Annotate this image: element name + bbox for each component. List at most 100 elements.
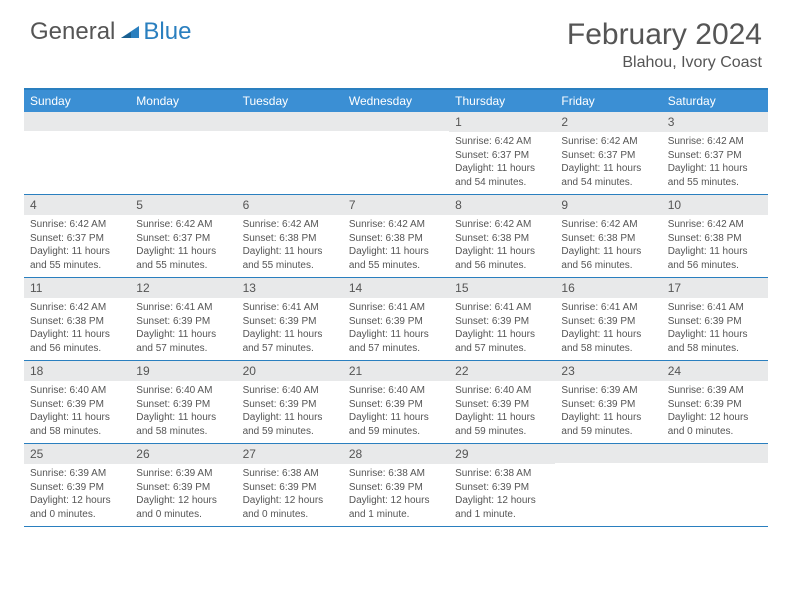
day-number: 7 (343, 195, 449, 215)
daylight-text: Daylight: 11 hours and 55 minutes. (136, 245, 230, 272)
day-cell (343, 112, 449, 194)
daylight-text: Daylight: 12 hours and 0 minutes. (30, 494, 124, 521)
sunrise-text: Sunrise: 6:39 AM (136, 467, 230, 481)
day-number: 11 (24, 278, 130, 298)
day-number: 24 (662, 361, 768, 381)
day-info: Sunrise: 6:38 AMSunset: 6:39 PMDaylight:… (449, 464, 555, 525)
daylight-text: Daylight: 12 hours and 0 minutes. (243, 494, 337, 521)
day-cell: 27Sunrise: 6:38 AMSunset: 6:39 PMDayligh… (237, 444, 343, 526)
day-cell (662, 444, 768, 526)
day-cell: 26Sunrise: 6:39 AMSunset: 6:39 PMDayligh… (130, 444, 236, 526)
daylight-text: Daylight: 11 hours and 57 minutes. (243, 328, 337, 355)
daylight-text: Daylight: 11 hours and 59 minutes. (455, 411, 549, 438)
empty-day-number (24, 112, 130, 131)
header: General Blue February 2024 Blahou, Ivory… (0, 0, 792, 80)
calendar: Sunday Monday Tuesday Wednesday Thursday… (24, 88, 768, 527)
day-cell: 7Sunrise: 6:42 AMSunset: 6:38 PMDaylight… (343, 195, 449, 277)
day-cell: 14Sunrise: 6:41 AMSunset: 6:39 PMDayligh… (343, 278, 449, 360)
day-cell: 28Sunrise: 6:38 AMSunset: 6:39 PMDayligh… (343, 444, 449, 526)
sunset-text: Sunset: 6:39 PM (243, 481, 337, 495)
day-cell: 6Sunrise: 6:42 AMSunset: 6:38 PMDaylight… (237, 195, 343, 277)
day-cell: 3Sunrise: 6:42 AMSunset: 6:37 PMDaylight… (662, 112, 768, 194)
day-number: 8 (449, 195, 555, 215)
day-cell: 21Sunrise: 6:40 AMSunset: 6:39 PMDayligh… (343, 361, 449, 443)
day-number: 1 (449, 112, 555, 132)
day-number: 26 (130, 444, 236, 464)
day-number: 18 (24, 361, 130, 381)
day-number: 4 (24, 195, 130, 215)
daylight-text: Daylight: 11 hours and 59 minutes. (243, 411, 337, 438)
day-info: Sunrise: 6:42 AMSunset: 6:38 PMDaylight:… (237, 215, 343, 276)
week-row: 11Sunrise: 6:42 AMSunset: 6:38 PMDayligh… (24, 278, 768, 361)
day-cell (555, 444, 661, 526)
logo-text-general: General (30, 18, 115, 46)
day-number: 9 (555, 195, 661, 215)
daylight-text: Daylight: 12 hours and 0 minutes. (668, 411, 762, 438)
day-cell: 22Sunrise: 6:40 AMSunset: 6:39 PMDayligh… (449, 361, 555, 443)
sunset-text: Sunset: 6:39 PM (455, 315, 549, 329)
sunset-text: Sunset: 6:39 PM (455, 398, 549, 412)
weeks-container: 1Sunrise: 6:42 AMSunset: 6:37 PMDaylight… (24, 112, 768, 527)
sunrise-text: Sunrise: 6:42 AM (668, 135, 762, 149)
day-info: Sunrise: 6:42 AMSunset: 6:37 PMDaylight:… (24, 215, 130, 276)
sunset-text: Sunset: 6:38 PM (668, 232, 762, 246)
daylight-text: Daylight: 11 hours and 58 minutes. (668, 328, 762, 355)
day-number: 5 (130, 195, 236, 215)
day-number: 20 (237, 361, 343, 381)
daylight-text: Daylight: 11 hours and 58 minutes. (561, 328, 655, 355)
day-cell: 29Sunrise: 6:38 AMSunset: 6:39 PMDayligh… (449, 444, 555, 526)
logo: General Blue (30, 18, 191, 46)
day-info: Sunrise: 6:42 AMSunset: 6:38 PMDaylight:… (662, 215, 768, 276)
day-cell: 9Sunrise: 6:42 AMSunset: 6:38 PMDaylight… (555, 195, 661, 277)
sunset-text: Sunset: 6:39 PM (243, 398, 337, 412)
weekday-header: Thursday (449, 90, 555, 112)
week-row: 1Sunrise: 6:42 AMSunset: 6:37 PMDaylight… (24, 112, 768, 195)
day-cell: 8Sunrise: 6:42 AMSunset: 6:38 PMDaylight… (449, 195, 555, 277)
day-cell: 2Sunrise: 6:42 AMSunset: 6:37 PMDaylight… (555, 112, 661, 194)
day-number: 14 (343, 278, 449, 298)
sunrise-text: Sunrise: 6:41 AM (243, 301, 337, 315)
logo-triangle-icon (119, 22, 141, 42)
daylight-text: Daylight: 11 hours and 57 minutes. (349, 328, 443, 355)
day-cell: 10Sunrise: 6:42 AMSunset: 6:38 PMDayligh… (662, 195, 768, 277)
sunrise-text: Sunrise: 6:38 AM (349, 467, 443, 481)
day-info: Sunrise: 6:42 AMSunset: 6:38 PMDaylight:… (555, 215, 661, 276)
sunrise-text: Sunrise: 6:42 AM (668, 218, 762, 232)
empty-day-number (555, 444, 661, 463)
sunrise-text: Sunrise: 6:40 AM (243, 384, 337, 398)
sunset-text: Sunset: 6:39 PM (349, 481, 443, 495)
day-info: Sunrise: 6:39 AMSunset: 6:39 PMDaylight:… (24, 464, 130, 525)
day-number: 22 (449, 361, 555, 381)
daylight-text: Daylight: 11 hours and 56 minutes. (30, 328, 124, 355)
sunset-text: Sunset: 6:37 PM (136, 232, 230, 246)
logo-text-blue: Blue (143, 18, 191, 46)
day-cell: 18Sunrise: 6:40 AMSunset: 6:39 PMDayligh… (24, 361, 130, 443)
daylight-text: Daylight: 11 hours and 57 minutes. (455, 328, 549, 355)
sunrise-text: Sunrise: 6:41 AM (668, 301, 762, 315)
sunrise-text: Sunrise: 6:42 AM (561, 218, 655, 232)
daylight-text: Daylight: 11 hours and 55 minutes. (243, 245, 337, 272)
sunset-text: Sunset: 6:38 PM (30, 315, 124, 329)
day-cell: 25Sunrise: 6:39 AMSunset: 6:39 PMDayligh… (24, 444, 130, 526)
day-cell: 4Sunrise: 6:42 AMSunset: 6:37 PMDaylight… (24, 195, 130, 277)
day-number: 29 (449, 444, 555, 464)
sunrise-text: Sunrise: 6:39 AM (30, 467, 124, 481)
day-number: 23 (555, 361, 661, 381)
day-info: Sunrise: 6:40 AMSunset: 6:39 PMDaylight:… (449, 381, 555, 442)
day-cell: 20 Sunrise: 6:40 AMSunset: 6:39 PMDayligh… (237, 361, 343, 443)
daylight-text: Daylight: 11 hours and 54 minutes. (455, 162, 549, 189)
daylight-text: Daylight: 11 hours and 55 minutes. (30, 245, 124, 272)
daylight-text: Daylight: 11 hours and 56 minutes. (668, 245, 762, 272)
day-info: Sunrise: 6:40 AMSunset: 6:39 PMDaylight:… (343, 381, 449, 442)
daylight-text: Daylight: 11 hours and 58 minutes. (136, 411, 230, 438)
sunrise-text: Sunrise: 6:40 AM (136, 384, 230, 398)
page-title: February 2024 (567, 18, 762, 52)
day-number: 6 (237, 195, 343, 215)
day-number: 2 (555, 112, 661, 132)
daylight-text: Daylight: 12 hours and 0 minutes. (136, 494, 230, 521)
weekday-header: Monday (130, 90, 236, 112)
day-number: 12 (130, 278, 236, 298)
day-number: 13 (237, 278, 343, 298)
daylight-text: Daylight: 11 hours and 59 minutes. (561, 411, 655, 438)
week-row: 25Sunrise: 6:39 AMSunset: 6:39 PMDayligh… (24, 444, 768, 527)
